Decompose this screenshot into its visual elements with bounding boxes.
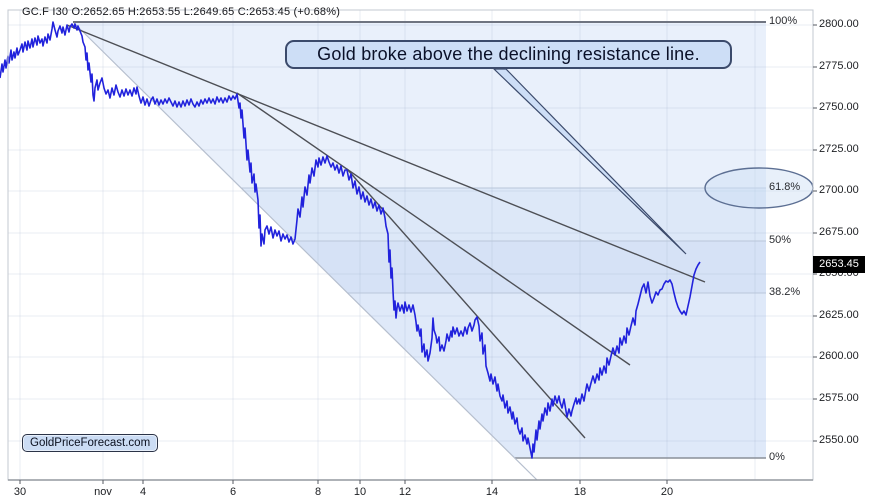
price-line[interactable]	[0, 21, 701, 459]
x-axis-label-6: 6	[229, 486, 237, 498]
fib-label-50%: 50%	[769, 234, 792, 246]
fib-label-0%: 0%	[769, 451, 785, 463]
x-axis-label-14: 14	[485, 486, 499, 498]
x-axis-label-10: 10	[353, 486, 367, 498]
x-axis-label-nov: nov	[94, 486, 112, 498]
x-axis-label-20: 20	[660, 486, 674, 498]
y-axis-label-2575.00: 2575.00	[819, 392, 859, 404]
y-axis-label-2625.00: 2625.00	[819, 309, 859, 321]
x-axis-label-18: 18	[573, 486, 587, 498]
ohlc-header: GC.F I30 O:2652.65 H:2653.55 L:2649.65 C…	[22, 6, 341, 18]
fib-label-61.8%: 61.8%	[769, 181, 801, 193]
y-axis-label-2550.00: 2550.00	[819, 434, 859, 446]
y-axis-label-2775.00: 2775.00	[819, 60, 859, 72]
trend-line-resistance-2[interactable]	[236, 92, 631, 366]
y-axis-label-2600.00: 2600.00	[819, 350, 859, 362]
x-axis-label-12: 12	[398, 486, 412, 498]
trend-line-resistance-1[interactable]	[66, 24, 706, 283]
annotation-callout[interactable]: Gold broke above the declining resistanc…	[285, 40, 732, 69]
fib-label-100%: 100%	[769, 15, 798, 27]
fib-zone-38.2%	[347, 293, 766, 458]
x-axis-label-30: 30	[13, 486, 27, 498]
callout-tail	[492, 68, 687, 255]
watermark: GoldPriceForecast.com	[22, 434, 159, 452]
y-axis-label-2725.00: 2725.00	[819, 143, 859, 155]
last-price-badge: 2653.45	[813, 256, 865, 273]
y-axis-label-2700.00: 2700.00	[819, 184, 859, 196]
fib-label-38.2%: 38.2%	[769, 286, 801, 298]
x-axis-label-8: 8	[314, 486, 322, 498]
trend-line-resistance-3[interactable]	[346, 168, 586, 439]
fib-zone-50%	[294, 241, 766, 293]
y-axis-label-2750.00: 2750.00	[819, 101, 859, 113]
x-axis-label-4: 4	[139, 486, 147, 498]
y-axis-label-2675.00: 2675.00	[819, 226, 859, 238]
y-axis-label-2800.00: 2800.00	[819, 18, 859, 30]
